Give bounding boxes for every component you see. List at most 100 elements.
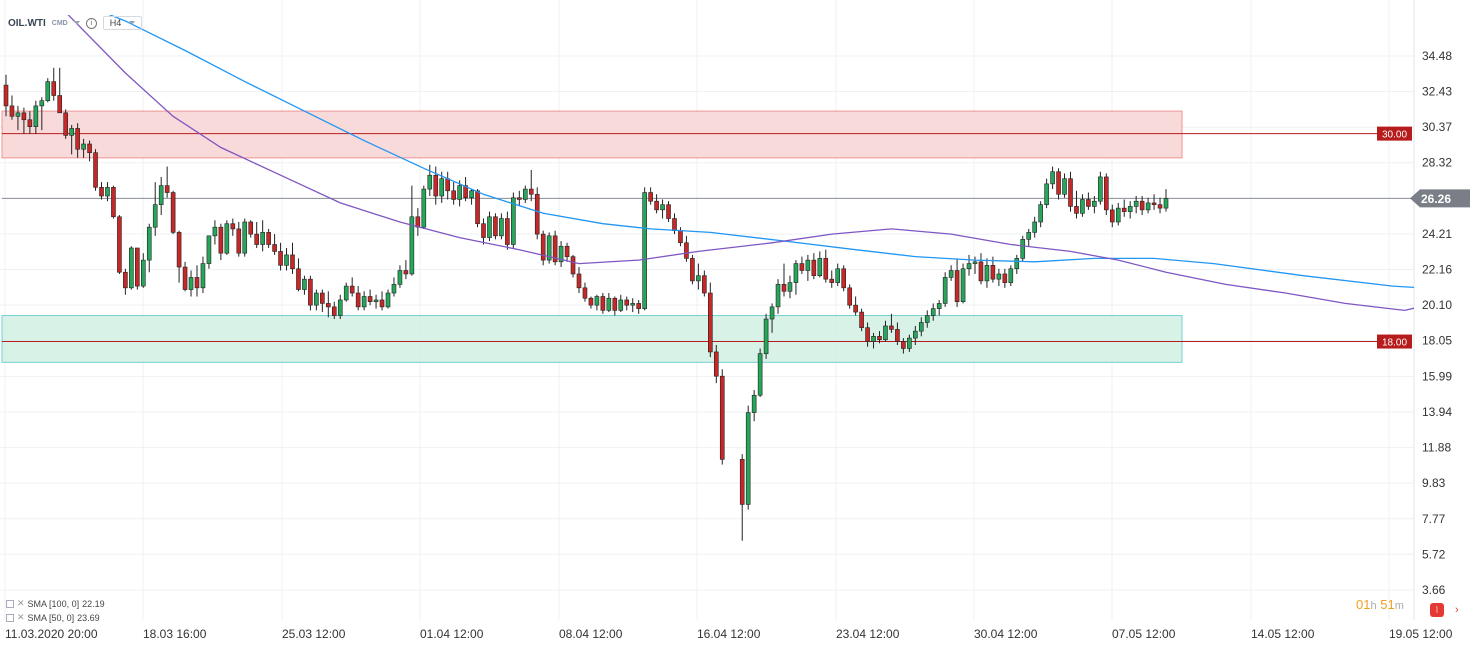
candle-body: [421, 188, 427, 228]
candle-body: [954, 270, 960, 302]
close-icon[interactable]: ✕: [17, 612, 25, 622]
candle: [1050, 166, 1055, 190]
candle-body: [1038, 204, 1043, 223]
instrument-symbol[interactable]: OIL.WTI: [8, 17, 46, 29]
candle: [576, 267, 582, 294]
countdown-minutes-unit: m: [1394, 600, 1404, 612]
candle-body: [534, 193, 540, 235]
candle-body: [588, 297, 594, 306]
candle-body: [883, 325, 888, 341]
candle: [895, 322, 900, 346]
candle: [146, 223, 152, 273]
candle-body: [648, 192, 653, 202]
candle: [757, 348, 763, 397]
x-tick-label: 16.04 12:00: [697, 627, 761, 641]
candle-body: [182, 266, 188, 290]
candle: [883, 320, 888, 342]
candle-body: [702, 275, 707, 294]
timeframe-value: H4: [109, 18, 122, 28]
candle-body: [391, 284, 397, 294]
candle-body: [463, 185, 468, 199]
candle-body: [242, 221, 248, 254]
candle-body: [290, 254, 295, 270]
candle: [499, 213, 504, 240]
candle-body: [696, 275, 701, 282]
y-tick-label: 5.72: [1422, 547, 1446, 561]
candle-body: [841, 268, 846, 289]
candle: [1080, 194, 1085, 217]
candle-body: [272, 244, 277, 252]
indicator-sma100[interactable]: ✕ SMA [100, 0] 22.19: [6, 598, 105, 609]
price-axis[interactable]: 34.48 32.43 30.37 28.32 24.21 22.16 20.10 18.05…: [1410, 49, 1470, 597]
candle: [69, 124, 74, 155]
candle: [308, 275, 313, 311]
horizontal-levels[interactable]: 30.00 18.00: [2, 126, 1414, 349]
candle-countdown: 01h 51m: [1356, 597, 1404, 612]
chevron-down-icon: [129, 21, 136, 25]
indicator-settings-icon[interactable]: [6, 599, 14, 608]
candle-body: [260, 232, 265, 245]
candle: [272, 234, 277, 255]
candle: [1032, 216, 1037, 238]
candle-body: [409, 216, 415, 275]
candle: [451, 182, 456, 205]
candle: [1062, 173, 1067, 198]
candle-body: [415, 216, 421, 228]
candle: [763, 313, 769, 359]
time-axis[interactable]: 11.03.2020 20:00 18.03 16:00 25.03 12:00 01…: [5, 627, 1453, 641]
chevron-down-icon[interactable]: [73, 21, 80, 25]
candle: [642, 187, 647, 311]
candle: [588, 296, 594, 309]
candle-body: [787, 282, 793, 292]
candle: [1026, 228, 1032, 247]
candle-body: [152, 204, 158, 228]
x-tick-label: 18.03 16:00: [143, 627, 207, 641]
candle: [242, 218, 248, 257]
candle: [27, 111, 33, 134]
candle: [558, 241, 564, 268]
timeframe-select[interactable]: H4: [102, 16, 143, 30]
candle: [212, 220, 218, 245]
candle-body: [164, 185, 170, 193]
chevron-right-icon[interactable]: ›: [1455, 604, 1459, 616]
candle-body: [75, 128, 80, 150]
candle: [105, 182, 110, 202]
candle: [930, 303, 936, 321]
candle-body: [212, 226, 218, 237]
candle-body: [99, 187, 104, 197]
candle-body: [835, 268, 841, 283]
last-price-label: 26.26: [1421, 192, 1451, 206]
candle-body: [1008, 268, 1014, 283]
candle: [266, 228, 271, 248]
price-zone: [1, 315, 1183, 363]
candle: [1104, 173, 1109, 216]
candle-body: [829, 278, 835, 283]
candle: [924, 310, 930, 328]
candle-body: [379, 299, 385, 308]
candle-body: [81, 143, 86, 150]
info-icon[interactable]: i: [85, 17, 97, 29]
candle-body: [763, 318, 769, 354]
candle: [367, 289, 373, 306]
y-tick-label: 11.88: [1422, 441, 1451, 455]
candle-body: [522, 188, 528, 200]
scroll-back-icon[interactable]: ⦚: [1430, 603, 1444, 617]
candle-body: [823, 258, 829, 280]
candle-body: [433, 174, 439, 197]
candle: [775, 279, 781, 314]
candle-body: [331, 306, 337, 316]
candle-body: [751, 394, 757, 413]
candle-body: [427, 174, 433, 190]
candle: [439, 171, 445, 203]
candle: [409, 185, 415, 276]
indicator-label: SMA [100, 0]: [27, 598, 80, 609]
indicator-sma50[interactable]: ✕ SMA [50, 0] 23.69: [6, 612, 100, 623]
candle-body: [564, 245, 570, 257]
candle-body: [1032, 221, 1037, 233]
indicator-settings-icon[interactable]: [6, 613, 14, 622]
candle: [811, 253, 817, 280]
candle: [630, 298, 636, 313]
close-icon[interactable]: ✕: [17, 598, 25, 608]
candle: [781, 263, 787, 297]
